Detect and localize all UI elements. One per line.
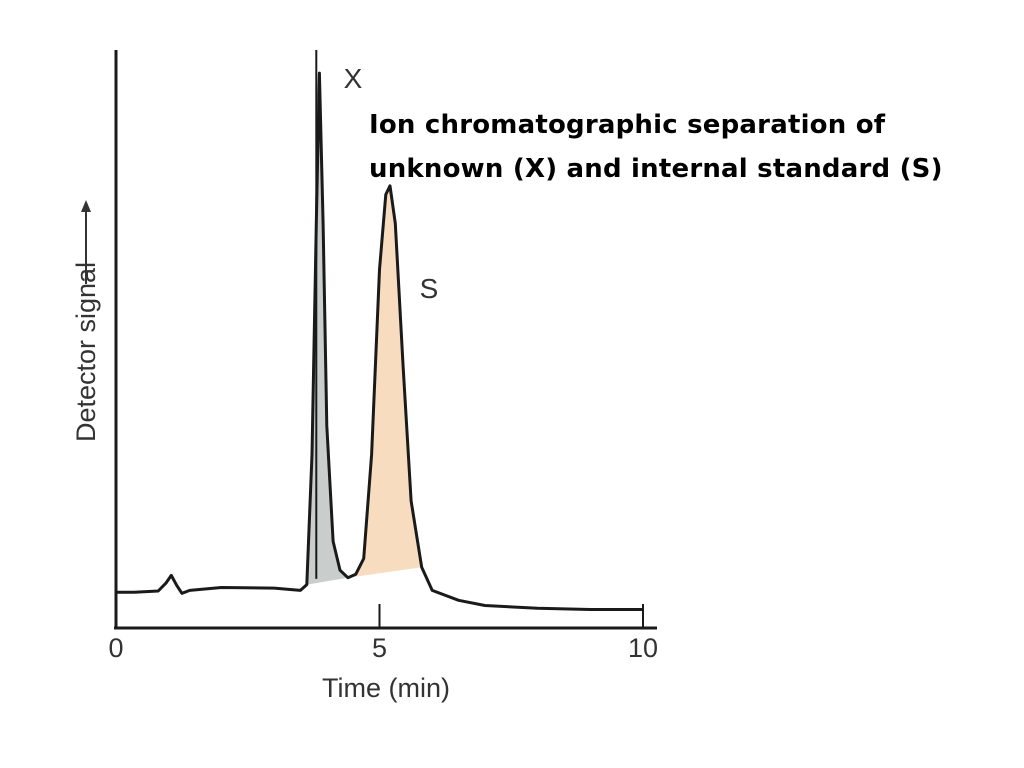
axes bbox=[114, 50, 657, 630]
x-ticks: 0 5 10 bbox=[108, 633, 658, 663]
x-tick-label: 10 bbox=[628, 633, 658, 663]
peak-label-x: X bbox=[344, 63, 363, 94]
chart-title-line-1: Ion chromatographic separation of bbox=[369, 110, 886, 140]
x-tick-label: 5 bbox=[372, 633, 387, 663]
peak-labels: XS bbox=[344, 63, 439, 304]
x-axis-label: Time (min) bbox=[322, 673, 450, 703]
peak-label-s: S bbox=[420, 273, 439, 304]
peak-fill-s bbox=[347, 185, 422, 578]
chart-title-line-2: unknown (X) and internal standard (S) bbox=[369, 154, 943, 184]
y-axis-label: Detector signal bbox=[71, 262, 101, 442]
signal-line bbox=[116, 71, 643, 611]
x-tick-label: 0 bbox=[108, 633, 123, 663]
y-axis-label-group: Detector signal bbox=[71, 262, 101, 442]
y-axis-arrow bbox=[81, 200, 91, 284]
